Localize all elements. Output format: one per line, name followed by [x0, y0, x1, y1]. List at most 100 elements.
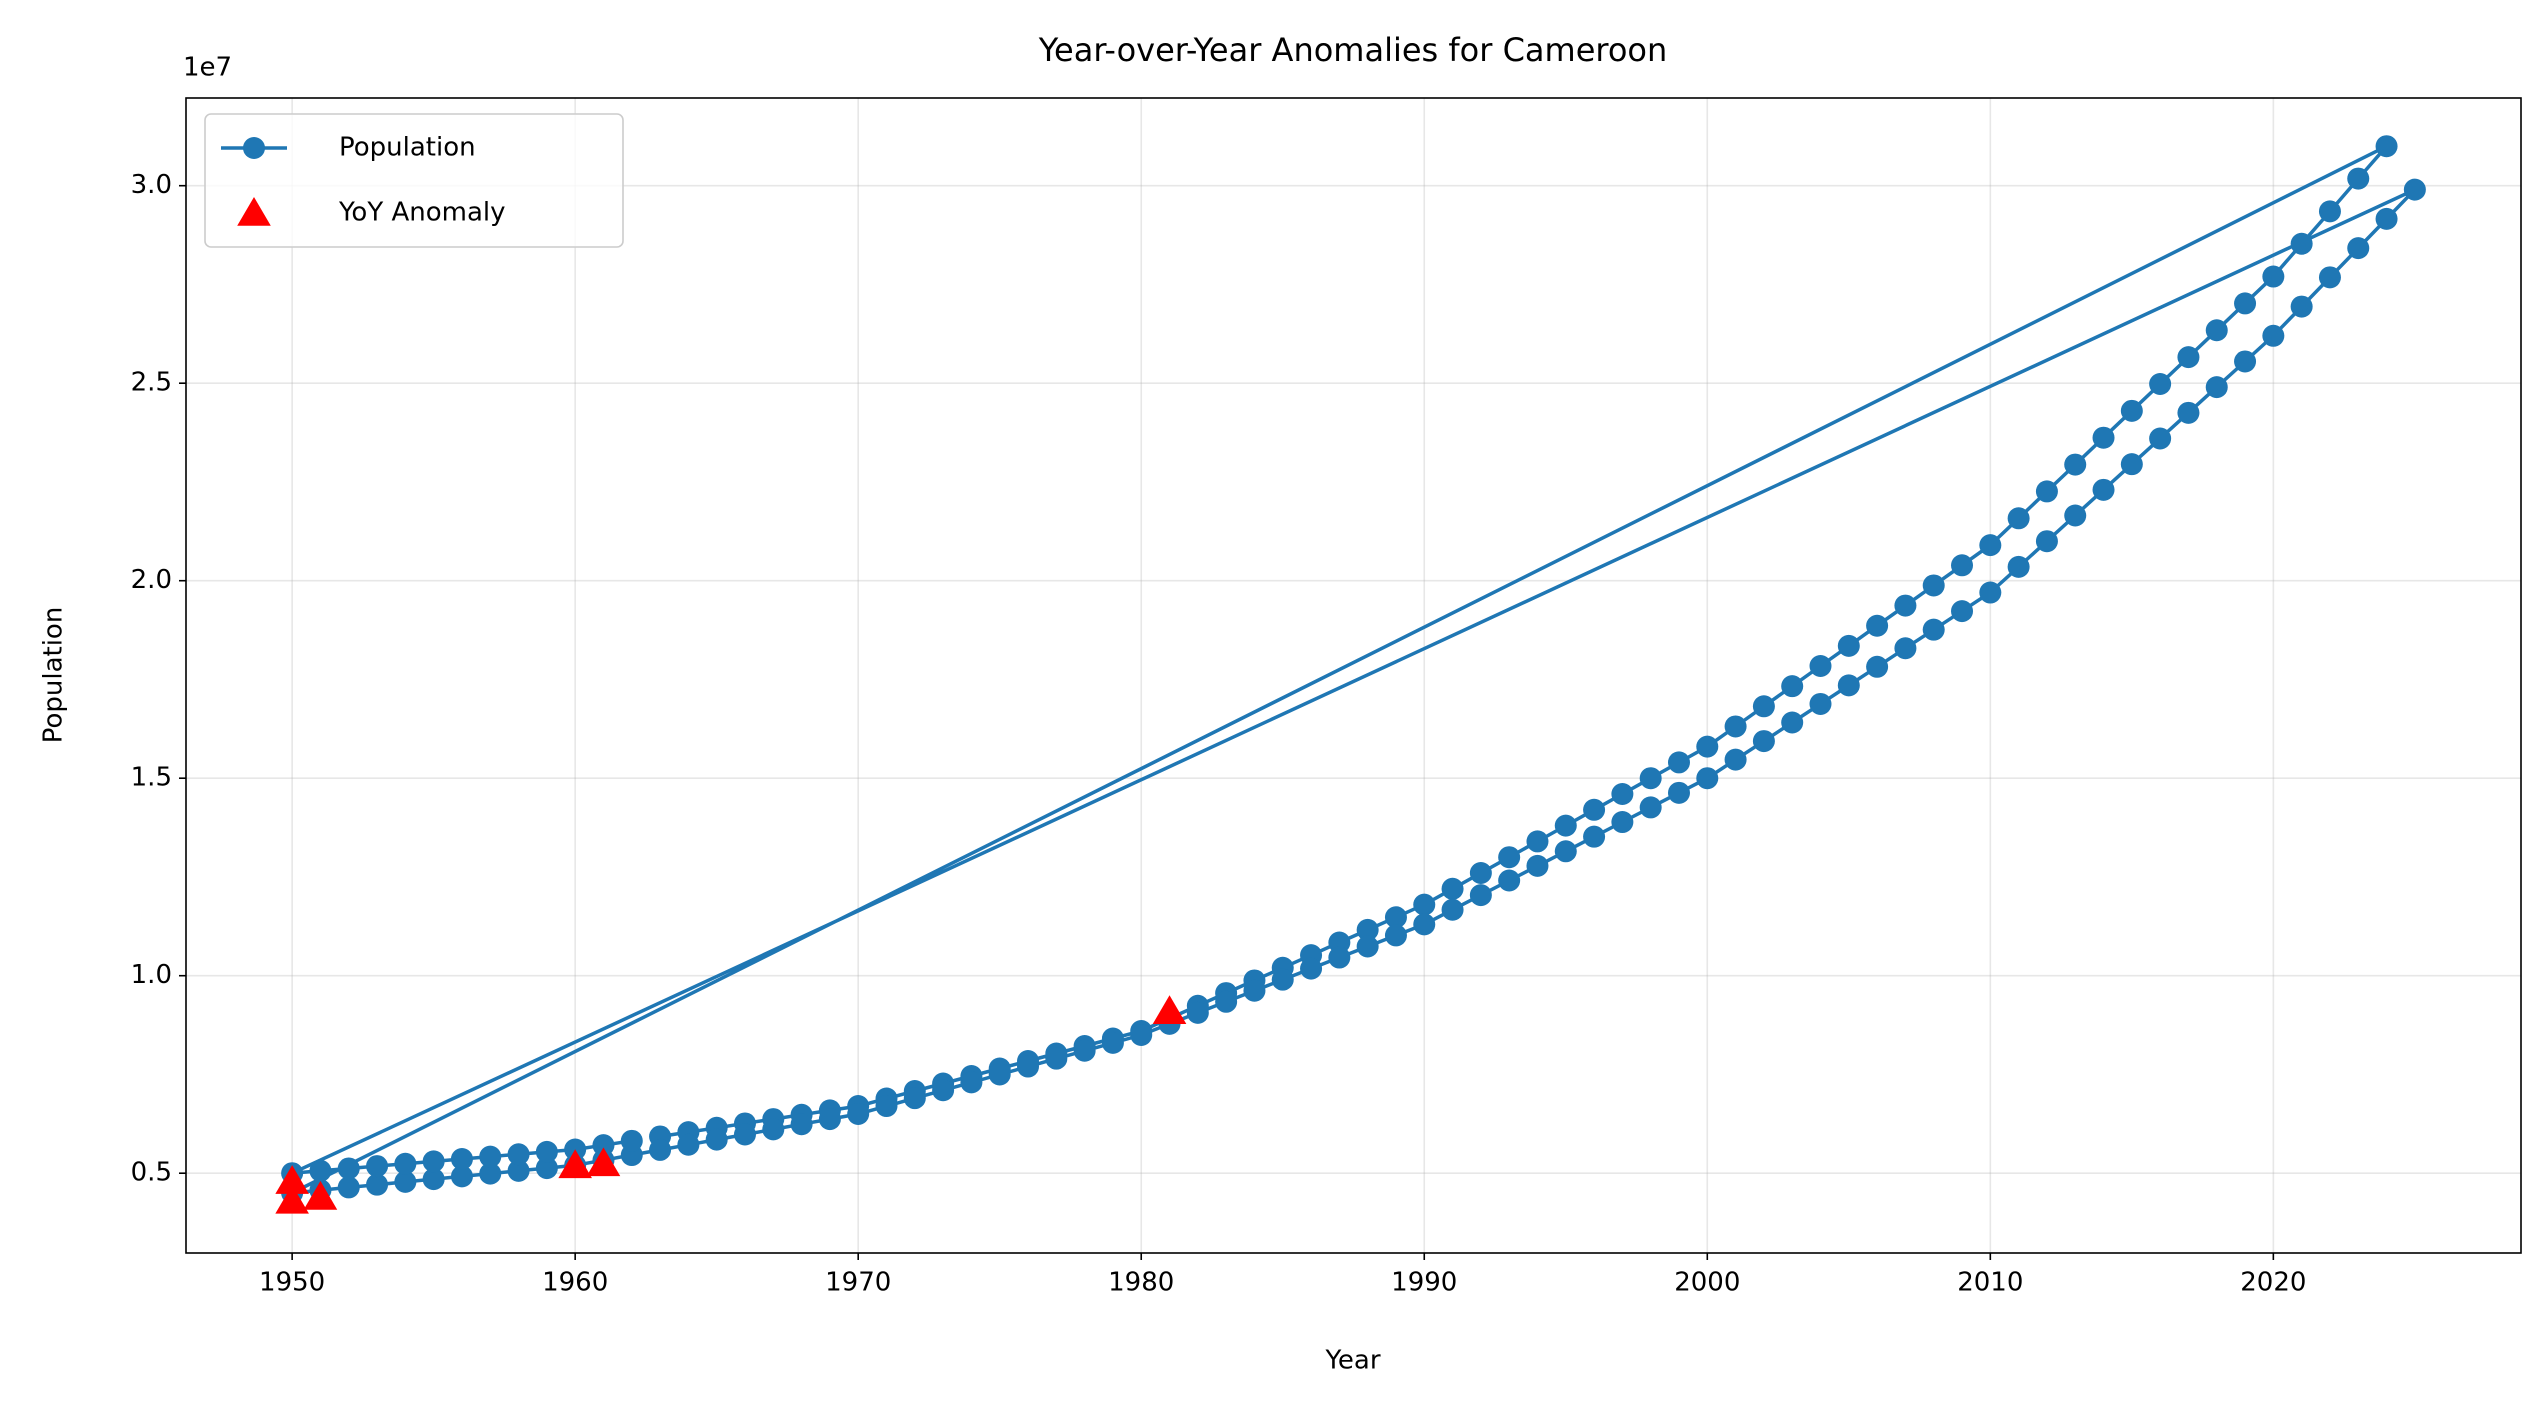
x-tick-label: 2020	[2240, 1268, 2306, 1298]
population-marker	[337, 1176, 360, 1199]
population-marker	[309, 1159, 332, 1182]
population-marker	[422, 1168, 445, 1191]
y-tick-label: 2.5	[131, 368, 172, 398]
population-marker	[1413, 913, 1436, 936]
y-tick-label: 0.5	[131, 1158, 172, 1188]
population-marker	[960, 1071, 983, 1094]
population-marker	[1979, 534, 2002, 557]
population-marker	[2347, 237, 2370, 260]
population-marker	[677, 1133, 700, 1156]
population-marker	[394, 1152, 417, 1175]
population-marker	[2347, 167, 2370, 190]
y-tick-label: 1.5	[131, 763, 172, 793]
population-marker	[1611, 811, 1634, 834]
population-marker	[875, 1095, 898, 1118]
x-tick-label: 1970	[825, 1268, 891, 1298]
population-marker	[1866, 614, 1889, 637]
population-marker	[1073, 1039, 1096, 1062]
population-marker	[2262, 324, 2285, 347]
population-marker	[2403, 178, 2426, 201]
population-marker	[1837, 674, 1860, 697]
population-marker	[366, 1155, 389, 1178]
population-marker	[2064, 453, 2087, 476]
population-marker	[1130, 1023, 1153, 1046]
population-marker	[2092, 426, 2115, 449]
population-marker	[1017, 1055, 1040, 1078]
population-marker	[2375, 135, 2398, 158]
population-marker	[1469, 862, 1492, 885]
legend-marker	[243, 137, 265, 159]
population-marker	[1667, 781, 1690, 804]
population-marker	[1809, 692, 1832, 715]
population-marker	[2035, 480, 2058, 503]
legend-label: YoY Anomaly	[338, 198, 506, 228]
population-marker	[2234, 350, 2257, 373]
population-marker	[733, 1123, 756, 1146]
population-marker	[988, 1063, 1011, 1086]
population-marker	[1441, 877, 1464, 900]
population-marker	[1752, 730, 1775, 753]
x-tick-label: 2010	[1957, 1268, 2023, 1298]
population-marker	[790, 1113, 813, 1136]
population-marker	[1724, 748, 1747, 771]
population-marker	[450, 1147, 473, 1170]
population-marker	[1243, 979, 1266, 1002]
population-marker	[903, 1087, 926, 1110]
y-axis-label: Population	[39, 607, 69, 744]
population-marker	[1583, 798, 1606, 821]
population-marker	[507, 1143, 530, 1166]
population-marker	[1469, 884, 1492, 907]
anomaly-marker	[303, 1180, 338, 1210]
population-marker	[1752, 695, 1775, 718]
anomaly-marker	[586, 1147, 621, 1177]
x-tick-label: 2000	[1674, 1268, 1740, 1298]
population-marker	[1866, 655, 1889, 678]
population-marker	[649, 1138, 672, 1161]
x-tick-label: 1980	[1108, 1268, 1174, 1298]
population-marker	[2149, 427, 2172, 450]
population-marker	[1356, 918, 1379, 941]
population-marker	[1696, 735, 1719, 758]
population-marker	[2318, 200, 2341, 223]
population-marker	[1922, 574, 1945, 597]
anomaly-marker	[558, 1149, 592, 1179]
axes-frame	[185, 97, 2522, 1254]
population-marker	[2120, 453, 2143, 476]
population-marker	[1583, 825, 1606, 848]
population-marker	[620, 1129, 643, 1152]
population-marker	[2290, 232, 2313, 255]
legend-marker	[237, 197, 271, 226]
population-marker	[479, 1145, 502, 1168]
population-marker	[535, 1157, 558, 1180]
population-marker	[1413, 893, 1436, 916]
population-marker	[2007, 555, 2030, 578]
population-marker	[1639, 796, 1662, 819]
population-marker	[422, 1150, 445, 1173]
population-marker	[1922, 618, 1945, 641]
population-marker	[1781, 711, 1804, 734]
population-marker	[1441, 898, 1464, 921]
population-marker	[366, 1173, 389, 1196]
population-marker	[1667, 751, 1690, 774]
population-marker	[507, 1159, 530, 1182]
population-marker	[592, 1134, 615, 1157]
population-marker	[1554, 840, 1577, 863]
population-marker	[2035, 530, 2058, 553]
population-marker	[1215, 990, 1238, 1013]
population-marker	[1526, 830, 1549, 853]
population-marker	[479, 1162, 502, 1185]
population-marker	[1781, 675, 1804, 698]
y-tick-label: 3.0	[131, 170, 172, 200]
population-marker	[1045, 1047, 1068, 1070]
population-marker	[2092, 478, 2115, 501]
population-marker	[1356, 935, 1379, 958]
anomaly-marker	[275, 1184, 309, 1214]
population-marker	[2290, 295, 2313, 318]
chart-title: Year-over-Year Anomalies for Cameroon	[1038, 31, 1668, 69]
population-marker	[1300, 957, 1323, 980]
population-marker	[1809, 655, 1832, 678]
population-marker	[2205, 376, 2228, 399]
population-marker	[1186, 1001, 1209, 1024]
